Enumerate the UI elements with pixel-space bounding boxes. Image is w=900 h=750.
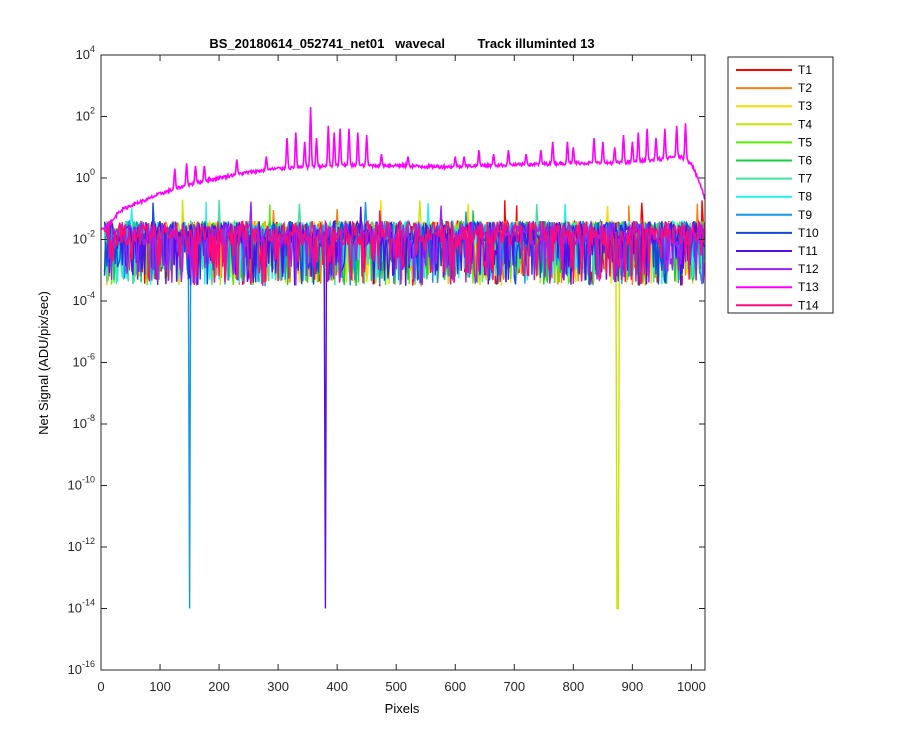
y-tick-label: 10-16 <box>68 659 95 677</box>
axes: 0 100 200 300 400 500 600 700 800 900 1000 10-16 10-… <box>68 44 706 694</box>
x-tick-label: 400 <box>326 679 348 694</box>
legend-label-t13: T13 <box>798 280 819 294</box>
y-tick-label: 10-4 <box>73 290 95 308</box>
x-tick-label: 900 <box>622 679 644 694</box>
legend-label-t8: T8 <box>798 190 812 204</box>
x-tick-label: 1000 <box>677 679 706 694</box>
legend-label-t4: T4 <box>798 117 812 131</box>
x-tick-label: 800 <box>562 679 584 694</box>
legend-label-t6: T6 <box>798 154 812 168</box>
y-tick-label: 10-8 <box>73 413 95 431</box>
legend-label-t2: T2 <box>798 81 812 95</box>
x-tick-label: 200 <box>208 679 230 694</box>
x-tick-label: 0 <box>97 679 104 694</box>
y-tick-label: 102 <box>76 106 95 124</box>
y-tick-label: 10-12 <box>68 536 95 554</box>
legend-label-t12: T12 <box>798 262 819 276</box>
legend-label-t1: T1 <box>798 63 812 77</box>
legend-label-t9: T9 <box>798 208 812 222</box>
legend-box <box>727 56 834 314</box>
chart-title: BS_20180614_052741_net01 wavecal Track i… <box>209 36 594 51</box>
legend-label-t5: T5 <box>798 135 812 149</box>
x-tick-label: 100 <box>149 679 171 694</box>
legend-label-t7: T7 <box>798 172 812 186</box>
x-axis-label: Pixels <box>385 701 420 716</box>
y-tick-label: 10-10 <box>68 475 95 493</box>
y-tick-label: 10-14 <box>68 598 95 616</box>
legend-label-t10: T10 <box>798 226 819 240</box>
legend-label-t14: T14 <box>798 298 819 312</box>
x-tick-label: 700 <box>503 679 525 694</box>
legend-label-t11: T11 <box>798 244 818 258</box>
series-line-t14 <box>103 210 705 286</box>
legend-label-t3: T3 <box>798 99 812 113</box>
series-group <box>101 107 705 610</box>
y-tick-label: 10-2 <box>73 229 95 247</box>
legend[interactable]: T1 T2 T3 T4 T5 T6 T7 T8 T9 T10 T11 T12 T13 T14 <box>727 56 834 314</box>
y-tick-label: 104 <box>76 44 95 62</box>
y-tick-label: 10-6 <box>73 352 95 370</box>
x-tick-label: 500 <box>385 679 407 694</box>
x-tick-label: 300 <box>267 679 289 694</box>
y-tick-label: 100 <box>76 167 95 185</box>
plot-area <box>101 107 705 610</box>
series-line-t13 <box>101 107 705 231</box>
x-tick-label: 600 <box>444 679 466 694</box>
y-axis-label: Net Signal (ADU/pix/sec) <box>36 291 51 435</box>
